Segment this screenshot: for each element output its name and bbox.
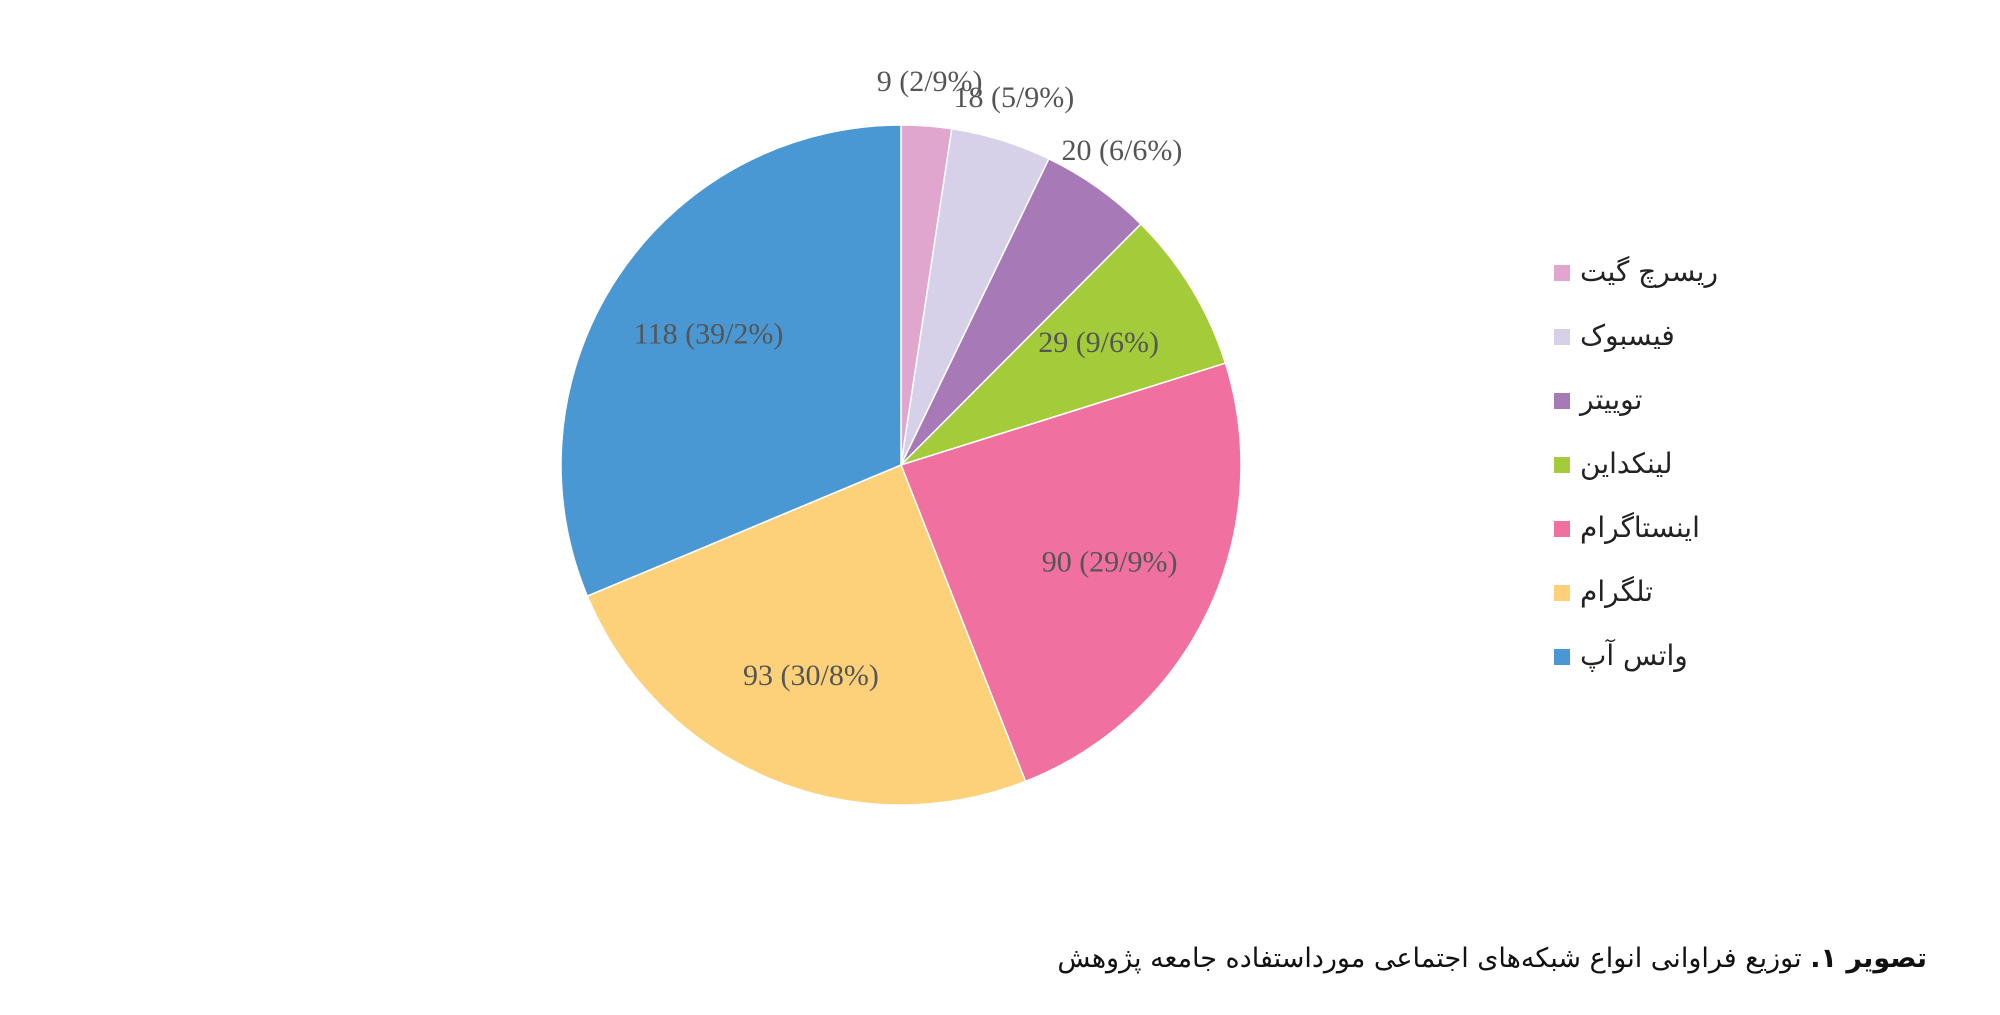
value-label: 20 (6/6%) <box>1062 134 1183 167</box>
caption-text: توزیع فراوانی انواع شبکه‌های اجتماعی مور… <box>1057 943 1802 974</box>
legend-swatch <box>1554 457 1570 473</box>
legend-swatch <box>1554 649 1570 665</box>
legend-swatch <box>1554 393 1570 409</box>
legend-swatch <box>1554 329 1570 345</box>
caption: تصویر ۱. توزیع فراوانی انواع شبکه‌های اج… <box>1057 943 1927 974</box>
value-label: 118 (39/2%) <box>634 318 784 351</box>
value-label: 18 (5/9%) <box>953 81 1074 114</box>
legend-swatch <box>1554 585 1570 601</box>
pie-slice <box>900 362 1242 783</box>
value-label: 93 (30/8%) <box>743 659 879 692</box>
legend-label: اینستاگرام <box>1580 511 1700 544</box>
legend-label: واتس آپ <box>1580 639 1688 672</box>
legend-label: توییتر <box>1578 383 1642 416</box>
value-label: 9 (2/9%) <box>877 65 983 98</box>
value-label: 90 (29/9%) <box>1042 546 1178 579</box>
pie-slice <box>900 223 1227 466</box>
value-label: 29 (9/6%) <box>1038 326 1159 359</box>
caption-label: تصویر ۱. <box>1810 943 1927 974</box>
legend-label: لینکداین <box>1580 447 1672 480</box>
legend-label: ریسرچ گیت <box>1580 255 1718 288</box>
legend-swatch <box>1554 265 1570 281</box>
legend-swatch <box>1554 521 1570 537</box>
legend-label: تلگرام <box>1580 575 1653 608</box>
pie-slice <box>586 464 1027 806</box>
legend-label: فیسبوک <box>1580 319 1675 352</box>
pie-slice <box>560 124 902 598</box>
chart: 9 (2/9%)18 (5/9%) 20 (6/6%) 29 (9/6%) 90 (2… <box>560 65 1718 806</box>
